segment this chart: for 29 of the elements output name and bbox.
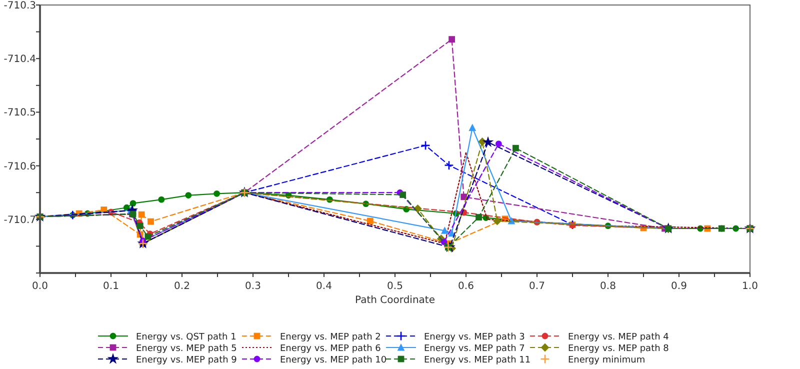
- legend-label: Energy vs. MEP path 2: [280, 332, 381, 342]
- x-axis-title: Path Coordinate: [355, 295, 435, 306]
- legend-label: Energy vs. MEP path 4: [568, 332, 670, 342]
- y-tick-label: -710.5: [4, 108, 36, 119]
- x-tick-label: 0.9: [671, 281, 687, 292]
- x-tick-label: 0.4: [316, 281, 332, 292]
- legend-label: Energy vs. MEP path 3: [424, 332, 525, 342]
- x-tick-label: 0.0: [32, 281, 48, 292]
- y-tick-label: -710.7: [4, 214, 36, 226]
- legend-label: Energy vs. MEP path 10: [280, 356, 387, 366]
- x-tick-label: 0.5: [387, 281, 403, 292]
- legend-label: Energy vs. MEP path 6: [280, 344, 382, 354]
- y-tick-label: -710.6: [4, 161, 36, 172]
- legend-label: Energy minimum: [568, 356, 646, 366]
- legend-label: Energy vs. MEP path 8: [568, 344, 670, 354]
- x-tick-label: 0.7: [529, 281, 545, 292]
- x-tick-label: 0.1: [103, 281, 119, 292]
- x-tick-label: 0.2: [174, 281, 190, 292]
- legend-label: Energy vs. MEP path 7: [424, 344, 525, 354]
- legend-label: Energy vs. MEP path 5: [136, 344, 237, 354]
- x-tick-label: 0.6: [458, 281, 474, 292]
- legend-label: Energy vs. MEP path 9: [136, 356, 238, 366]
- x-tick-label: 0.3: [245, 281, 261, 292]
- x-tick-label: 1.0: [742, 281, 758, 292]
- legend-label: Energy vs. QST path 1: [136, 332, 236, 342]
- y-tick-label: -710.3: [4, 0, 36, 12]
- x-tick-label: 0.8: [600, 281, 616, 292]
- y-tick-label: -710.4: [4, 54, 36, 66]
- legend-label: Energy vs. MEP path 11: [424, 356, 531, 366]
